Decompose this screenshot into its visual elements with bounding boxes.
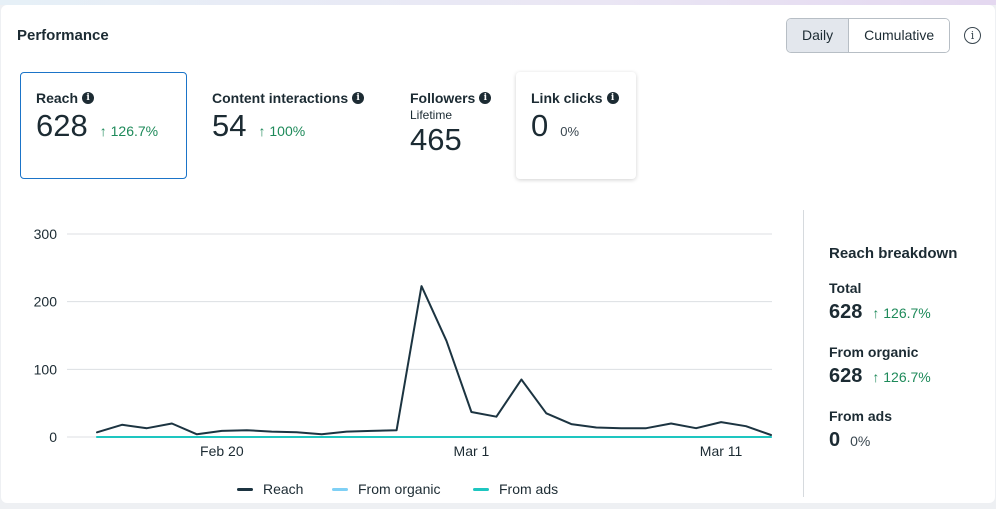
legend-item-from-ads[interactable]: From ads	[473, 481, 558, 497]
toggle-cumulative-button[interactable]: Cumulative	[849, 19, 950, 52]
metric-value: 465	[410, 122, 462, 157]
toggle-daily-button[interactable]: Daily	[787, 19, 850, 52]
view-toggle: Daily Cumulative	[786, 18, 951, 53]
breakdown-item-from-organic: From organic 628 ↑ 126.7%	[829, 344, 931, 388]
legend-swatch-reach	[237, 487, 253, 491]
breakdown-item-from-ads: From ads 0 0%	[829, 408, 892, 452]
breakdown-value: 628	[829, 365, 863, 387]
y-tick-label: 300	[34, 226, 58, 242]
legend-label: From ads	[499, 481, 559, 497]
info-icon[interactable]: i	[82, 92, 95, 104]
info-icon[interactable]: i	[606, 92, 619, 104]
info-icon[interactable]: i	[479, 92, 492, 104]
page-title: Performance	[17, 27, 109, 44]
legend-item-reach[interactable]: Reach	[237, 481, 303, 497]
legend-swatch-ads	[473, 487, 489, 491]
metric-value: 628	[36, 108, 88, 143]
legend-label: From organic	[358, 481, 441, 497]
breakdown-label: Total	[829, 280, 862, 296]
metric-card-followers[interactable]: Followers i Lifetime 465	[409, 72, 509, 179]
info-icon[interactable]: i	[964, 27, 981, 44]
breakdown-value: 0	[829, 429, 841, 451]
metric-card-content-interactions[interactable]: Content interactions i 54 ↑ 100%	[211, 72, 391, 179]
y-tick-label: 0	[49, 429, 57, 445]
metric-value: 0	[531, 108, 549, 143]
y-tick-label: 100	[34, 361, 58, 377]
vertical-divider	[803, 210, 804, 497]
metric-sublabel: Lifetime	[410, 108, 453, 122]
metric-value: 54	[212, 108, 247, 143]
series-line-reach	[96, 285, 772, 436]
legend-item-from-organic[interactable]: From organic	[332, 481, 440, 497]
top-gradient-strip	[0, 0, 996, 5]
breakdown-value: 628	[829, 301, 863, 323]
reach-line-chart: 0 100 200 300 Feb 20 Mar 1 Mar 11	[34, 226, 772, 459]
metric-label: Followers i	[410, 90, 508, 106]
info-icon[interactable]: i	[352, 92, 365, 104]
metric-card-reach[interactable]: Reach i 628 ↑ 126.7%	[20, 72, 187, 179]
performance-panel: Performance Daily Cumulative i Reach i 6…	[1, 5, 995, 503]
breakdown-label: From organic	[829, 344, 919, 360]
metric-label: Link clicks i	[531, 90, 621, 106]
metric-change: ↑ 100%	[258, 123, 306, 139]
x-tick-label: Mar 11	[700, 443, 743, 459]
breakdown-change: ↑ 126.7%	[872, 305, 931, 321]
x-tick-label: Feb 20	[200, 443, 244, 459]
x-tick-label: Mar 1	[454, 443, 490, 459]
reach-breakdown: Reach breakdown	[829, 245, 957, 262]
breakdown-item-total: Total 628 ↑ 126.7%	[829, 280, 931, 324]
breakdown-change: ↑ 126.7%	[872, 369, 931, 385]
metric-card-link-clicks[interactable]: Link clicks i 0 0%	[516, 72, 636, 179]
metric-change: 0%	[560, 124, 580, 139]
breakdown-title: Reach breakdown	[829, 245, 958, 262]
breakdown-change: 0%	[850, 433, 871, 449]
legend-label: Reach	[263, 481, 304, 497]
y-tick-label: 200	[34, 294, 58, 310]
metric-change: ↑ 126.7%	[99, 123, 159, 139]
metric-label: Content interactions i	[212, 90, 390, 106]
breakdown-label: From ads	[829, 408, 893, 424]
legend-swatch-organic	[332, 487, 348, 491]
metric-label: Reach i	[36, 90, 171, 106]
